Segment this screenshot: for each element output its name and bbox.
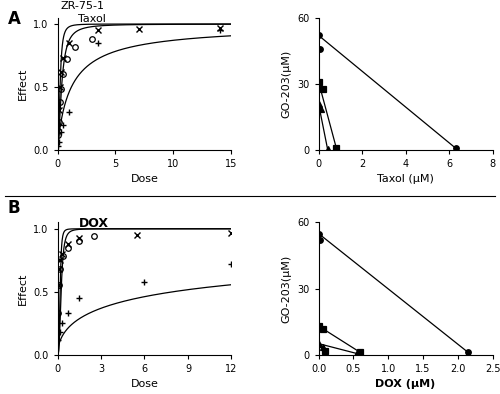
X-axis label: Dose: Dose — [130, 175, 158, 184]
Text: ZR-75-1: ZR-75-1 — [61, 0, 105, 11]
Text: A: A — [8, 10, 20, 28]
Y-axis label: Effect: Effect — [18, 68, 28, 100]
X-axis label: DOX (μM): DOX (μM) — [376, 379, 436, 389]
Text: DOX: DOX — [78, 217, 108, 230]
X-axis label: Dose: Dose — [130, 379, 158, 389]
Text: B: B — [8, 199, 20, 217]
Y-axis label: GO-203(μM): GO-203(μM) — [282, 50, 292, 118]
Y-axis label: GO-203(μM): GO-203(μM) — [282, 255, 292, 323]
Text: Taxol: Taxol — [78, 14, 106, 24]
X-axis label: Taxol (μM): Taxol (μM) — [377, 175, 434, 184]
Y-axis label: Effect: Effect — [18, 272, 28, 305]
